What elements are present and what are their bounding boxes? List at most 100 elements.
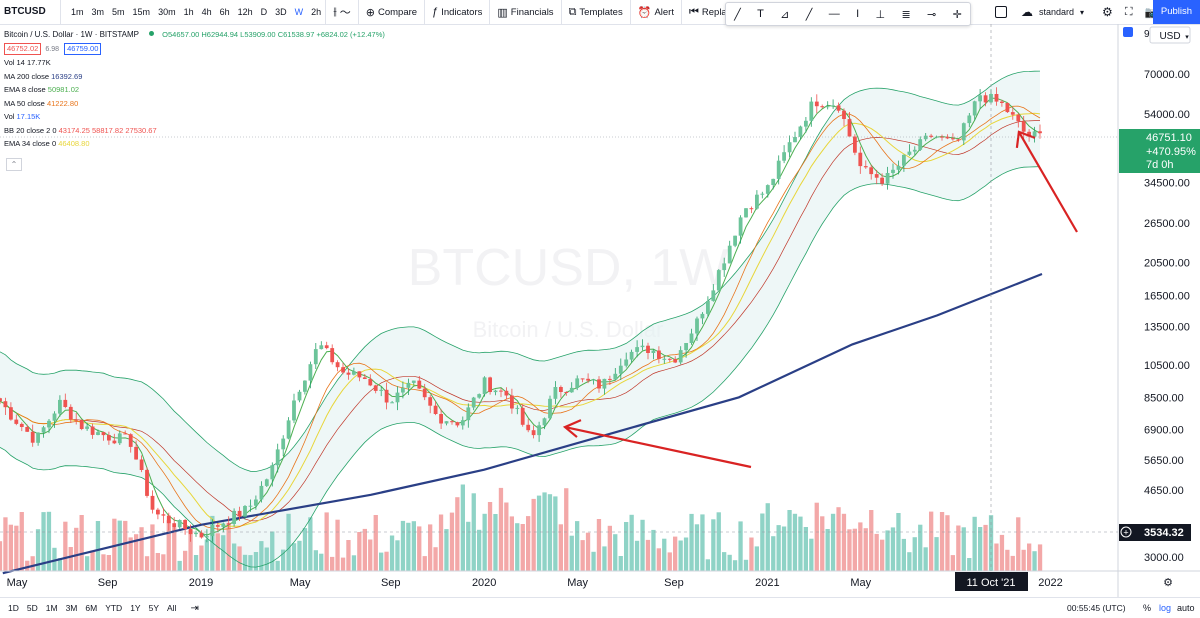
time-axis[interactable]: May Sep 2019 May Sep 2020 May Sep 2021 May 2022 — [7, 577, 1063, 589]
candle-body — [123, 433, 128, 435]
indicator-row[interactable]: MA 200 close 16392.69 — [4, 70, 385, 84]
range-1m[interactable]: 1M — [45, 603, 58, 613]
ray-icon[interactable]: ╱ — [805, 8, 813, 21]
timeframe-6h[interactable]: 6h — [219, 7, 230, 17]
timeframe-1h[interactable]: 1h — [183, 7, 194, 17]
trend-line-icon[interactable]: ╱ — [734, 8, 741, 21]
measure-icon[interactable]: ⊥ — [875, 8, 886, 21]
candle-body — [41, 427, 46, 433]
plus-circle-icon[interactable] — [1120, 526, 1132, 538]
indicator-row[interactable]: MA 50 close 41222.80 — [4, 97, 385, 111]
volume-bar — [585, 532, 591, 571]
volume-bar — [281, 549, 286, 571]
fullscreen-icon[interactable]: ⛶ — [1124, 5, 1133, 18]
auto-scale-badge[interactable] — [1123, 27, 1133, 37]
axis-settings-icon[interactable]: ⚙ — [1163, 577, 1173, 589]
timeframe-d[interactable]: D — [260, 7, 268, 17]
fib-icon[interactable]: ≣ — [901, 8, 911, 21]
auto-toggle[interactable]: auto — [1177, 603, 1195, 613]
volume-bar — [667, 552, 672, 571]
templates-button[interactable]: ⧉ Templates — [560, 0, 630, 24]
chevron-down-icon[interactable]: ▾ — [1080, 7, 1085, 17]
volume-bar — [852, 528, 857, 571]
drawing-toolbar: ╱ T ⊿ ╱ — Ι ⊥ ≣ ⊸ ✛ — [725, 2, 971, 26]
range-ytd[interactable]: YTD — [105, 603, 123, 613]
price-chart[interactable]: BTCUSD, 1W Bitcoin / U.S. Dollar 3000.00… — [0, 24, 1200, 597]
text-tool-icon[interactable]: T — [757, 8, 764, 20]
range-all[interactable]: All — [167, 603, 177, 613]
volume-bar — [874, 533, 879, 571]
crosshair-price-badge — [1119, 524, 1191, 541]
price-tick-label: 54000.00 — [1144, 109, 1190, 121]
time-tick-label: 2019 — [189, 577, 213, 589]
timeframe-3d[interactable]: 3D — [275, 7, 287, 17]
candle-body — [25, 427, 30, 432]
price-axis[interactable]: 3000.00 4650.00 5650.00 6900.00 8500.00 10500… — [1144, 69, 1190, 564]
currency-badge[interactable] — [1149, 26, 1191, 44]
indicator-row[interactable]: Vol 14 17.77K — [4, 56, 385, 70]
candle-body — [695, 318, 699, 334]
indicator-name: EMA 34 close 0 — [4, 139, 59, 148]
volume-bar — [161, 554, 166, 571]
percent-toggle[interactable]: % — [1143, 603, 1152, 613]
chart-style-button[interactable]: ⫲ 〜 — [325, 0, 358, 24]
volume-bar — [754, 546, 759, 571]
symbol-search[interactable]: BTCUSD — [0, 0, 61, 24]
collapse-legend-button[interactable]: ⌃ — [6, 158, 22, 171]
timeframe-30m[interactable]: 30m — [158, 7, 176, 17]
crosshair-icon[interactable]: ✛ — [952, 8, 962, 21]
indicator-row[interactable]: EMA 8 close 50981.02 — [4, 83, 385, 97]
range-3m[interactable]: 3M — [65, 603, 78, 613]
layout-name[interactable]: standard — [1039, 7, 1075, 17]
candle-body — [194, 532, 198, 535]
timeframe-5m[interactable]: 5m — [112, 7, 125, 17]
timeframe-1m[interactable]: 1m — [71, 7, 84, 17]
range-6m[interactable]: 6M — [85, 603, 98, 613]
ask-price[interactable]: 46759.00 — [64, 42, 102, 55]
timeframe-4h[interactable]: 4h — [201, 7, 212, 17]
timeframe-15m[interactable]: 15m — [132, 7, 151, 17]
goto-date-icon[interactable]: ⇥ — [190, 602, 199, 614]
log-toggle[interactable]: log — [1159, 603, 1172, 613]
timeframe-2h[interactable]: 2h — [311, 7, 322, 17]
volume-bar — [1005, 549, 1010, 571]
indicator-row[interactable]: EMA 34 close 0 46408.80 — [4, 137, 385, 151]
candle-body — [618, 365, 623, 374]
time-tick-label: May — [567, 577, 588, 589]
indicators-button[interactable]: ƒ Indicators — [424, 0, 489, 24]
range-1d[interactable]: 1D — [8, 603, 19, 613]
volume-bar — [749, 537, 754, 571]
range-5y[interactable]: 5Y — [148, 603, 159, 613]
clock[interactable]: 00:55:45 (UTC) — [1067, 603, 1126, 613]
timeframe-3m[interactable]: 3m — [91, 7, 105, 17]
settings-icon[interactable]: ⚙ — [1102, 5, 1113, 19]
bid-price[interactable]: 46752.02 — [4, 42, 42, 55]
volume-bar — [738, 521, 743, 571]
publish-button[interactable]: Publish — [1153, 0, 1200, 24]
replay-button[interactable]: ⏮ Repla — [680, 0, 734, 24]
timeframe-w[interactable]: W — [294, 7, 304, 17]
candle-body — [591, 379, 596, 381]
alert-button[interactable]: ⏰ Alert — [629, 0, 681, 24]
countdown: 7d 0h — [1146, 159, 1174, 171]
price-range-icon[interactable]: Ι — [856, 8, 860, 20]
candle-body — [303, 380, 307, 392]
indicator-row[interactable]: BB 20 close 2 0 43174.25 58817.82 27530.… — [4, 124, 385, 138]
volume-bar — [988, 515, 994, 571]
horizontal-line-icon[interactable]: — — [828, 8, 840, 20]
range-5d[interactable]: 5D — [26, 603, 38, 613]
checkbox-icon[interactable] — [995, 6, 1007, 18]
indicator-name: BB 20 close 2 0 — [4, 125, 59, 135]
timeframe-12h[interactable]: 12h — [237, 7, 253, 17]
path-tool-icon[interactable]: ⊿ — [780, 8, 790, 21]
horizontal-ray-icon[interactable]: ⊸ — [927, 8, 937, 21]
candle-body — [847, 119, 852, 137]
candle-body — [335, 362, 340, 368]
financials-button[interactable]: ▥ Financials — [489, 0, 560, 24]
indicator-row[interactable]: Vol 17.15K — [4, 110, 385, 124]
replay-icon: ⏮ — [688, 5, 699, 18]
range-1y[interactable]: 1Y — [130, 603, 141, 613]
legend-title[interactable]: Bitcoin / U.S. Dollar · 1W · BITSTAMP — [4, 30, 139, 39]
compare-button[interactable]: ⊕ Compare — [357, 0, 424, 24]
volume-bar — [471, 493, 476, 571]
